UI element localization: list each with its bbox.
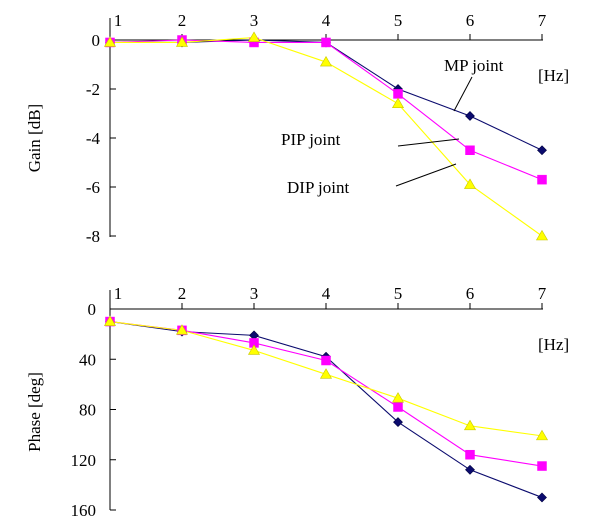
gain-y-tick-label: -2 (86, 80, 100, 99)
phase-dip-joint-point (391, 392, 405, 403)
phase-dip-joint-line (109, 321, 543, 437)
phase-y-tick-label: 80 (79, 401, 96, 420)
gain-y-tick-label: -4 (86, 129, 101, 148)
gain-mp-joint-point (537, 145, 547, 156)
gain-pip-joint-point (393, 89, 403, 99)
phase-dip-joint-point (247, 344, 261, 355)
phase-x-tick-label: 3 (250, 284, 259, 303)
gain-dip-joint-point (103, 36, 117, 47)
gain-y-tick-label: -8 (86, 227, 100, 246)
gain-dip-joint-point (463, 178, 477, 189)
pip-joint-annotation: PIP joint (281, 130, 341, 149)
phase-mp-joint-point (393, 417, 403, 427)
dip-joint-annotation: DIP joint (287, 178, 349, 197)
gain-x-tick-label: 2 (178, 11, 187, 30)
phase-x-tick-label: 6 (466, 284, 475, 303)
gain-chart: Gain [dB] 0 -2 -4 -6 -8 1 2 3 4 5 6 7 [Hz] MP join… (25, 11, 569, 246)
phase-y-tick-label: 40 (79, 350, 96, 369)
gain-y-axis-label: Gain [dB] (25, 104, 44, 172)
gain-y-tick-label: 0 (92, 31, 101, 50)
gain-dip-joint-point (319, 55, 333, 67)
phase-mp-joint-point (465, 464, 475, 475)
phase-x-tick-label: 1 (114, 284, 123, 303)
gain-pip-joint-point (465, 145, 475, 155)
gain-x-unit-label: [Hz] (538, 66, 569, 85)
phase-dip-joint-point (535, 429, 549, 441)
phase-y-axis-label: Phase [deg] (25, 372, 44, 452)
gain-x-tick-label: 5 (394, 11, 403, 30)
gain-dip-joint-point (247, 31, 261, 42)
phase-x-tick-label: 4 (322, 284, 331, 303)
gain-dip-joint-point (535, 229, 549, 241)
dip-joint-leader (395, 163, 457, 187)
phase-x-unit-label: [Hz] (538, 335, 569, 354)
phase-dip-joint-point (103, 315, 117, 326)
pip-joint-leader (397, 138, 460, 147)
gain-mp-joint-point (465, 111, 475, 121)
phase-y-tick-label: 120 (71, 451, 97, 470)
phase-dip-joint-point (319, 368, 333, 379)
phase-dip-joint-point (463, 419, 477, 431)
phase-pip-joint-point (321, 355, 331, 366)
phase-y-tick-label: 160 (71, 501, 97, 519)
phase-y-tick-label: 0 (88, 300, 97, 319)
gain-x-tick-label: 6 (466, 11, 475, 30)
phase-chart: Phase [deg] 0 40 80 120 160 1 2 3 4 5 6 7 [Hz] (25, 284, 569, 519)
gain-dip-joint-point (175, 36, 189, 47)
gain-x-tick-label: 1 (114, 11, 123, 30)
gain-x-tick-label: 7 (538, 11, 547, 30)
phase-pip-joint-point (393, 402, 403, 412)
phase-mp-joint-line (109, 321, 543, 498)
gain-pip-joint-point (537, 174, 547, 185)
phase-pip-joint-line (109, 321, 543, 467)
phase-x-tick-label: 2 (178, 284, 187, 303)
gain-x-tick-label: 3 (250, 11, 259, 30)
phase-pip-joint-point (465, 449, 475, 460)
gain-y-tick-label: -6 (86, 178, 100, 197)
phase-dip-joint-point (175, 324, 189, 335)
gain-pip-joint-point (321, 37, 331, 48)
gain-dip-joint-point (391, 97, 405, 108)
mp-joint-leader (453, 76, 473, 112)
gain-x-tick-label: 4 (322, 11, 331, 30)
phase-mp-joint-point (537, 492, 547, 503)
phase-x-tick-label: 5 (394, 284, 403, 303)
mp-joint-annotation: MP joint (444, 56, 504, 75)
phase-pip-joint-point (537, 461, 547, 471)
phase-x-tick-label: 7 (538, 284, 547, 303)
